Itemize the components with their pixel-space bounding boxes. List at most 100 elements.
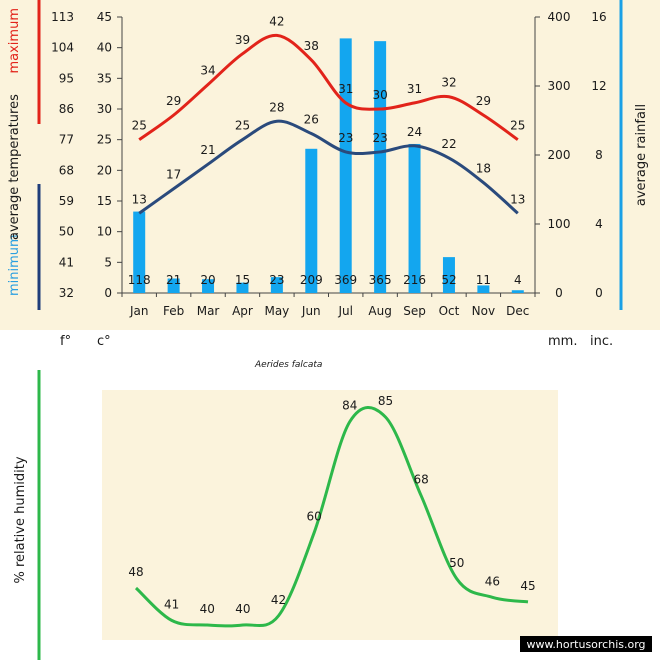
celsius-tick-label: 0 [104, 286, 112, 300]
fahrenheit-tick-label: 59 [59, 194, 74, 208]
maximum-value-label: 25 [132, 119, 147, 133]
minimum-value-label: 21 [200, 143, 215, 157]
rainfall-value-label: 52 [441, 273, 456, 287]
maximum-value-label: 34 [200, 63, 215, 77]
mm-tick-label: 300 [548, 79, 571, 93]
rainfall-value-label: 369 [334, 273, 357, 287]
celsius-tick-label: 35 [97, 71, 112, 85]
humidity-value-label: 42 [271, 593, 286, 607]
rainfall-value-label: 209 [300, 273, 323, 287]
maximum-value-label: 29 [476, 94, 491, 108]
rainfall-bar [442, 257, 455, 293]
mm-tick-label: 100 [548, 217, 571, 231]
celsius-tick-label: 10 [97, 225, 112, 239]
inch-tick-label: 16 [591, 10, 606, 24]
celsius-tick-label: 25 [97, 133, 112, 147]
humidity-axis-label: % relative humidity [13, 456, 28, 583]
minimum-value-label: 13 [132, 192, 147, 206]
rainfall-value-label: 118 [128, 273, 151, 287]
maximum-temperature-line [138, 33, 519, 141]
humidity-value-label: 45 [520, 579, 535, 593]
inch-tick-label: 0 [595, 286, 603, 300]
humidity-value-label: 68 [413, 473, 428, 487]
minimum-temperature-line [138, 119, 519, 215]
month-label: Apr [232, 304, 253, 318]
month-label: Dec [506, 304, 529, 318]
minimum-value-label: 25 [235, 119, 250, 133]
fahrenheit-tick-label: 104 [51, 41, 74, 55]
rainfall-value-label: 11 [476, 273, 491, 287]
celsius-tick-label: 20 [97, 163, 112, 177]
maximum-value-label: 38 [304, 39, 319, 53]
rainfall-value-label: 20 [200, 273, 215, 287]
rainfall-bar [305, 148, 318, 293]
humidity-value-label: 85 [378, 394, 393, 408]
fahrenheit-tick-label: 50 [59, 225, 74, 239]
celsius-tick-label: 40 [97, 41, 112, 55]
mm-unit-label: mm. [548, 334, 577, 349]
maximum-value-label: 31 [407, 82, 422, 96]
rainfall-bar [511, 290, 524, 293]
minimum-value-label: 18 [476, 162, 491, 176]
rainfall-bar [167, 278, 180, 293]
humidity-value-label: 50 [449, 556, 464, 570]
fahrenheit-tick-label: 77 [59, 133, 74, 147]
minimum-axis-label: minimum [7, 234, 22, 296]
celsius-unit-label: c° [97, 334, 111, 349]
inch-tick-label: 4 [595, 217, 603, 231]
minimum-value-label: 23 [338, 131, 353, 145]
month-label: Jun [301, 304, 321, 318]
fahrenheit-tick-label: 41 [59, 255, 74, 269]
humidity-value-label: 84 [342, 399, 357, 413]
fahrenheit-tick-label: 86 [59, 102, 74, 116]
rainfall-bar [236, 282, 249, 293]
rainfall-bar [408, 143, 421, 293]
celsius-tick-label: 15 [97, 194, 112, 208]
humidity-value-label: 48 [128, 565, 143, 579]
maximum-value-label: 42 [269, 14, 284, 28]
rainfall-value-label: 23 [269, 273, 284, 287]
rainfall-value-label: 4 [514, 273, 522, 287]
humidity-value-label: 46 [485, 574, 500, 588]
humidity-value-label: 41 [164, 597, 179, 611]
month-label: Jan [129, 304, 149, 318]
maximum-value-label: 29 [166, 94, 181, 108]
rainfall-value-label: 365 [369, 273, 392, 287]
month-label: Mar [197, 304, 220, 318]
month-label: Feb [163, 304, 184, 318]
humidity-line [134, 405, 529, 628]
average-rainfall-axis-label: average rainfall [634, 104, 649, 206]
humidity-value-label: 40 [235, 602, 250, 616]
inch-tick-label: 12 [591, 79, 606, 93]
month-label: Sep [403, 304, 426, 318]
month-label: Aug [368, 304, 391, 318]
minimum-value-label: 28 [269, 100, 284, 114]
minimum-value-label: 13 [510, 192, 525, 206]
mm-tick-label: 200 [548, 148, 571, 162]
humidity-chart-background [102, 390, 558, 640]
month-label: May [264, 304, 289, 318]
rainfall-value-label: 15 [235, 273, 250, 287]
rainfall-value-label: 216 [403, 273, 426, 287]
rainfall-bar [477, 285, 490, 293]
rainfall-bar [133, 211, 146, 293]
month-label: Nov [472, 304, 495, 318]
minimum-value-label: 26 [304, 113, 319, 127]
minimum-value-label: 22 [441, 137, 456, 151]
month-label: Oct [439, 304, 460, 318]
month-label: Jul [337, 304, 352, 318]
maximum-value-label: 31 [338, 82, 353, 96]
humidity-value-label: 40 [200, 602, 215, 616]
minimum-value-label: 17 [166, 168, 181, 182]
mm-tick-label: 400 [548, 10, 571, 24]
inch-tick-label: 8 [595, 148, 603, 162]
minimum-value-label: 23 [372, 131, 387, 145]
fahrenheit-unit-label: f° [60, 334, 71, 349]
maximum-value-label: 32 [441, 76, 456, 90]
rainfall-bar [339, 38, 352, 293]
top-chart-background [0, 0, 660, 330]
maximum-axis-label: maximum [7, 8, 22, 74]
humidity-value-label: 60 [307, 510, 322, 524]
watermark-background [520, 636, 652, 652]
